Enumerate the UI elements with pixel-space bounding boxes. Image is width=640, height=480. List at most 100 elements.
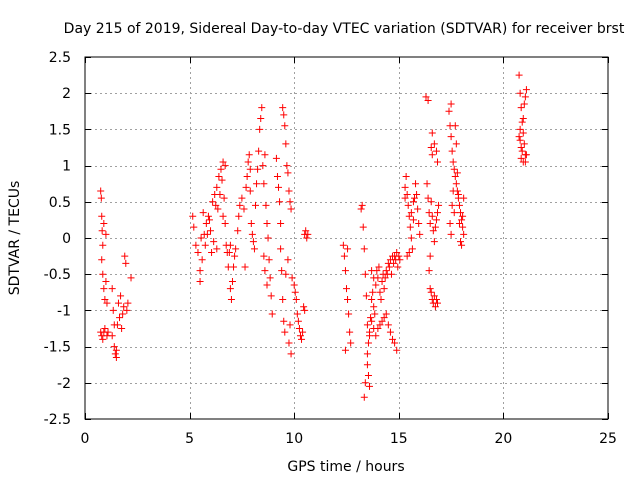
data-point bbox=[458, 216, 466, 224]
x-tick-label: 5 bbox=[185, 431, 194, 447]
data-point bbox=[232, 245, 240, 253]
data-point bbox=[385, 263, 393, 271]
data-point bbox=[294, 317, 302, 325]
data-point bbox=[266, 274, 274, 282]
x-tick-label: 10 bbox=[285, 431, 303, 447]
data-point bbox=[227, 296, 235, 304]
data-point bbox=[101, 296, 109, 304]
data-point bbox=[402, 172, 410, 180]
data-point bbox=[234, 227, 242, 235]
data-point bbox=[192, 241, 200, 249]
data-point bbox=[250, 245, 258, 253]
data-point bbox=[260, 180, 268, 188]
data-point bbox=[368, 267, 376, 275]
data-point bbox=[194, 248, 202, 256]
x-tick-label: 0 bbox=[81, 431, 90, 447]
data-point bbox=[261, 267, 269, 275]
data-point bbox=[363, 361, 371, 369]
data-point bbox=[426, 220, 434, 228]
data-point bbox=[364, 339, 372, 347]
data-point bbox=[267, 292, 275, 300]
x-tick-label: 25 bbox=[599, 431, 617, 447]
data-point bbox=[261, 151, 269, 159]
data-point bbox=[449, 158, 457, 166]
data-point bbox=[228, 277, 236, 285]
data-point bbox=[358, 201, 366, 209]
data-point bbox=[516, 136, 524, 144]
axis-ticks bbox=[85, 57, 609, 420]
data-point bbox=[434, 299, 442, 307]
y-tick-label: -2 bbox=[57, 376, 71, 392]
y-tick-label: 2 bbox=[62, 86, 71, 102]
data-point bbox=[521, 158, 529, 166]
data-point bbox=[521, 93, 529, 101]
data-point bbox=[432, 296, 440, 304]
data-point bbox=[452, 180, 460, 188]
data-point bbox=[263, 220, 271, 228]
data-point bbox=[97, 194, 105, 202]
data-point bbox=[205, 216, 213, 224]
data-point bbox=[249, 238, 257, 246]
data-point bbox=[220, 194, 228, 202]
data-point bbox=[459, 223, 467, 231]
data-point bbox=[254, 165, 262, 173]
data-point bbox=[370, 303, 378, 311]
data-point bbox=[447, 100, 455, 108]
data-point bbox=[445, 107, 453, 115]
data-point bbox=[241, 263, 249, 271]
data-point bbox=[272, 154, 280, 162]
data-point bbox=[215, 172, 223, 180]
data-point bbox=[256, 125, 264, 133]
data-point bbox=[203, 230, 211, 238]
data-point bbox=[286, 321, 294, 329]
data-point bbox=[114, 299, 122, 307]
data-point bbox=[427, 198, 435, 206]
data-point bbox=[279, 296, 287, 304]
data-point bbox=[382, 267, 390, 275]
data-point bbox=[281, 122, 289, 130]
data-point bbox=[124, 299, 132, 307]
data-point bbox=[102, 230, 110, 238]
data-point bbox=[253, 180, 261, 188]
data-point bbox=[362, 292, 370, 300]
data-point bbox=[103, 299, 111, 307]
data-point bbox=[458, 241, 466, 249]
data-point bbox=[372, 281, 380, 289]
grid-lines bbox=[85, 57, 608, 419]
data-point bbox=[416, 230, 424, 238]
data-point bbox=[370, 274, 378, 282]
data-point bbox=[375, 263, 383, 271]
data-point bbox=[116, 314, 124, 322]
data-point bbox=[401, 183, 409, 191]
data-point bbox=[246, 187, 254, 195]
data-point bbox=[296, 332, 304, 340]
data-point bbox=[213, 245, 221, 253]
data-point bbox=[516, 125, 524, 133]
data-point bbox=[298, 335, 306, 343]
data-point bbox=[369, 288, 377, 296]
data-point bbox=[287, 205, 295, 213]
data-point bbox=[246, 165, 254, 173]
data-point bbox=[341, 267, 349, 275]
data-point bbox=[360, 245, 368, 253]
data-point bbox=[202, 220, 210, 228]
data-point bbox=[448, 201, 456, 209]
data-point bbox=[344, 296, 352, 304]
y-tick-label: 2.5 bbox=[49, 50, 71, 66]
data-point bbox=[262, 201, 270, 209]
data-point bbox=[209, 198, 217, 206]
data-point bbox=[409, 216, 417, 224]
data-point bbox=[288, 274, 296, 282]
data-point bbox=[238, 194, 246, 202]
data-point bbox=[98, 212, 106, 220]
data-point bbox=[244, 158, 252, 166]
data-point bbox=[517, 104, 525, 112]
data-point bbox=[516, 89, 524, 97]
data-point bbox=[427, 288, 435, 296]
y-tick-label: -2.5 bbox=[44, 412, 71, 428]
data-point bbox=[390, 259, 398, 267]
data-point bbox=[101, 325, 109, 332]
data-point bbox=[376, 321, 384, 329]
data-point bbox=[405, 212, 413, 220]
data-point bbox=[520, 140, 528, 148]
